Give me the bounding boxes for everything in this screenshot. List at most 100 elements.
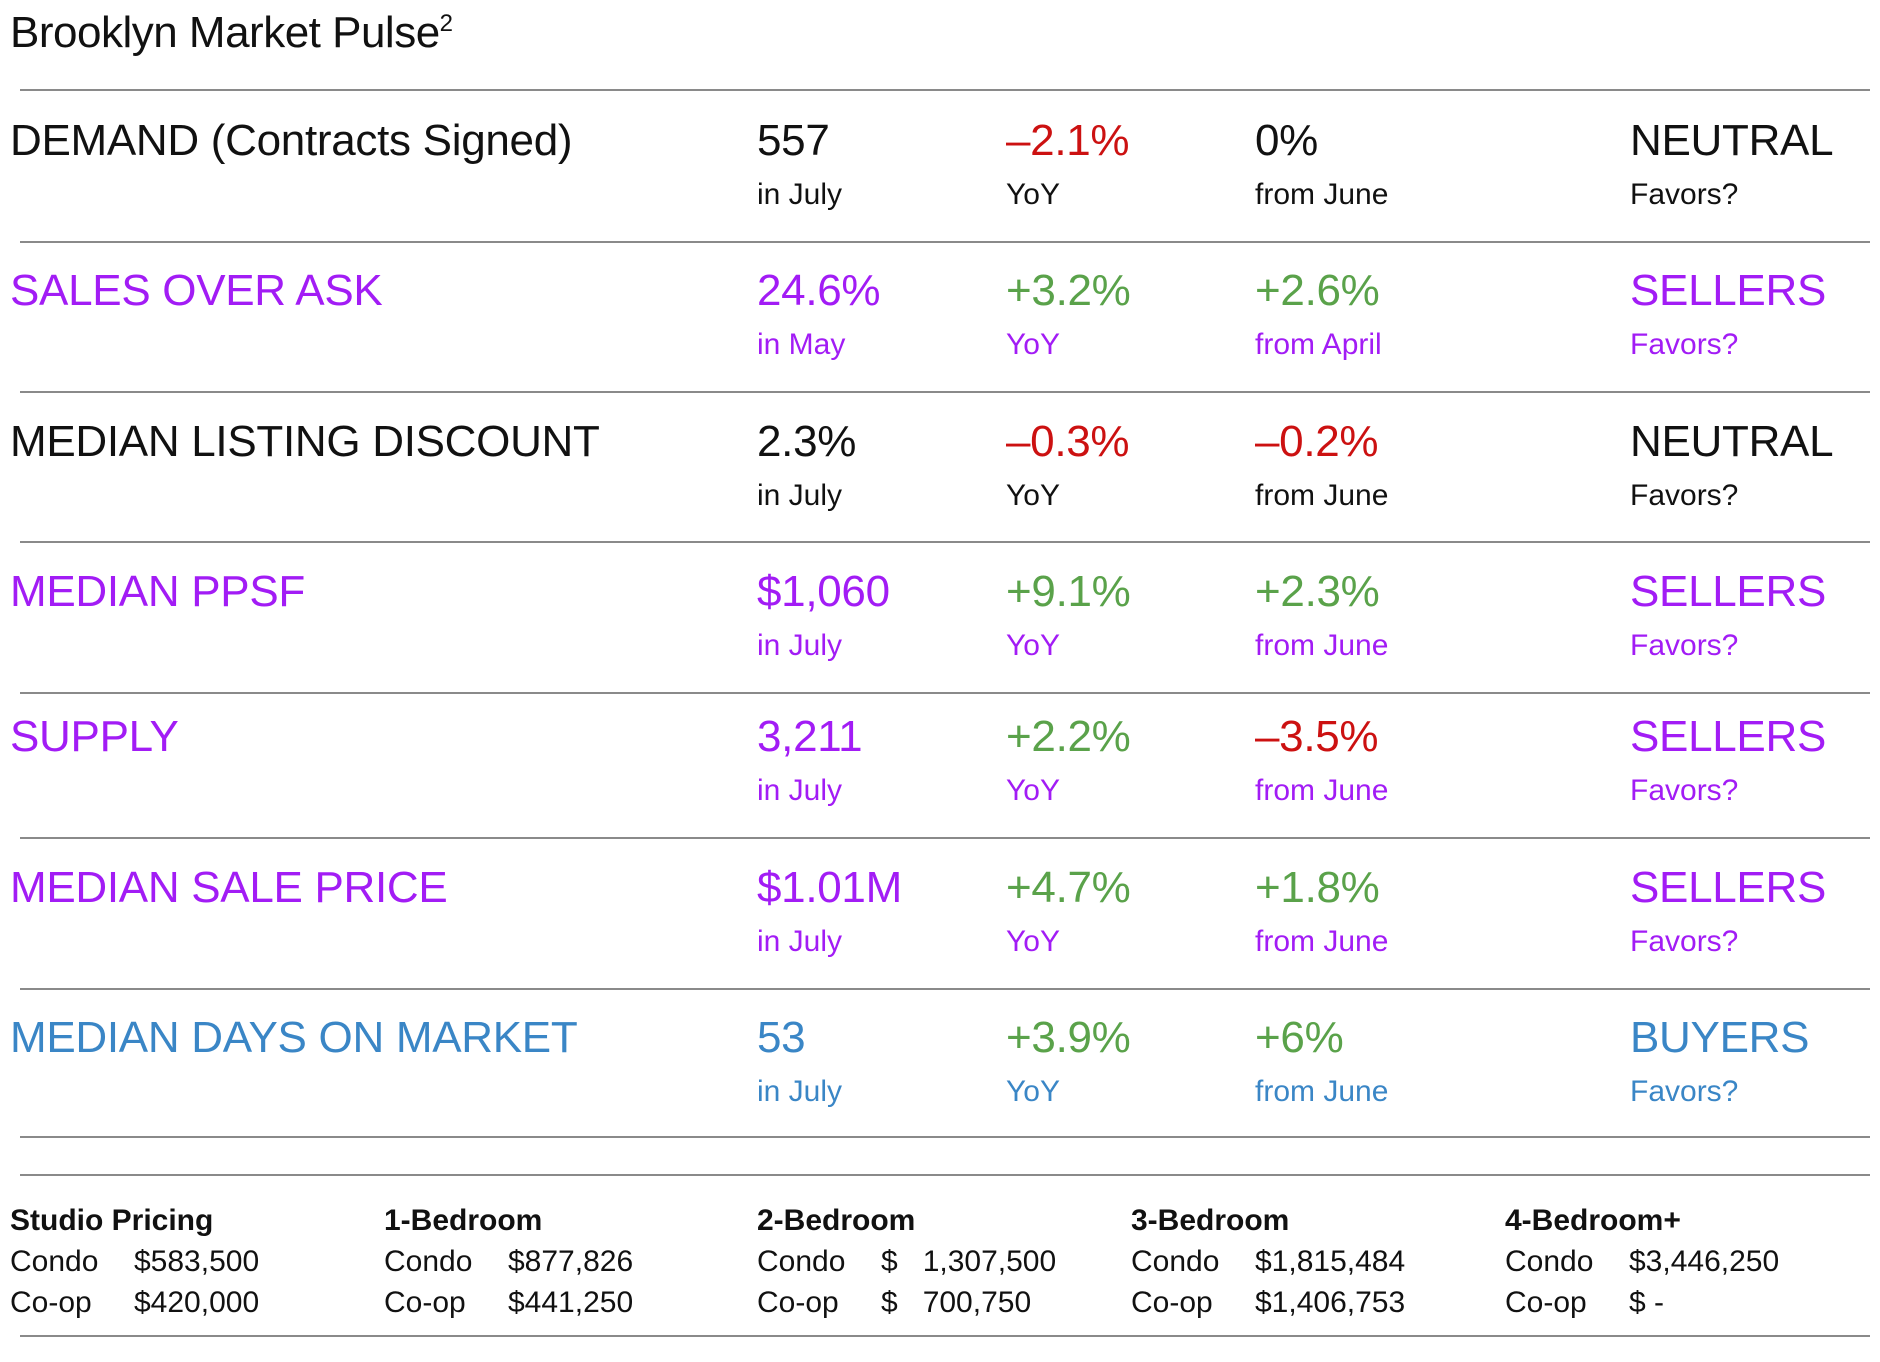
condo-price: $3,446,250	[1629, 1245, 1780, 1278]
condo-label: Condo	[757, 1245, 846, 1278]
metric-favors-value: BUYERS	[1630, 1013, 1810, 1062]
metric-change: +1.8% from June	[1255, 863, 1388, 959]
metric-change-value: +2.3%	[1255, 567, 1380, 616]
metric-row: DEMAND (Contracts Signed) 557 in July –2.1%…	[0, 98, 1880, 248]
metric-favors: NEUTRAL Favors?	[1630, 417, 1834, 513]
bedroom-pricing-column: 1-Bedroom Condo $877,826 Co-op $441,250	[384, 1200, 633, 1323]
metric-favors-label: Favors?	[1630, 925, 1739, 958]
condo-label: Condo	[1131, 1245, 1220, 1278]
metric-yoy-label: YoY	[1006, 479, 1060, 512]
metric-favors: SELLERS Favors?	[1630, 266, 1826, 362]
metric-yoy-label: YoY	[1006, 774, 1060, 807]
metric-favors-label: Favors?	[1630, 629, 1739, 662]
divider-line	[20, 692, 1870, 694]
condo-price-line: Condo $877,826	[384, 1241, 633, 1282]
coop-price-line: Co-op $ -	[1505, 1282, 1779, 1323]
condo-price-line: Condo $583,500	[10, 1241, 259, 1282]
divider-line	[20, 391, 1870, 393]
metric-favors-value: NEUTRAL	[1630, 116, 1834, 165]
coop-label: Co-op	[757, 1286, 839, 1319]
coop-price: $441,250	[508, 1286, 634, 1319]
metric-current-value: $1.01M	[757, 863, 902, 912]
metric-current-label: in July	[757, 178, 843, 211]
metric-change-value: +6%	[1255, 1013, 1344, 1062]
metric-current-value: 3,211	[757, 712, 863, 761]
metric-yoy-value: +4.7%	[1006, 863, 1131, 912]
metric-yoy-label: YoY	[1006, 178, 1060, 211]
bedroom-heading: Studio Pricing	[10, 1204, 214, 1237]
coop-price: $ 700,750	[881, 1286, 1032, 1319]
metric-yoy: +3.2% YoY	[1006, 266, 1131, 362]
coop-label: Co-op	[1131, 1286, 1213, 1319]
metric-change-label: from June	[1255, 774, 1389, 807]
metric-change: +2.3% from June	[1255, 567, 1388, 663]
coop-price: $420,000	[134, 1286, 260, 1319]
metric-favors: SELLERS Favors?	[1630, 567, 1826, 663]
metric-change-label: from June	[1255, 178, 1389, 211]
metric-current-value: 2.3%	[757, 417, 857, 466]
divider-line	[20, 241, 1870, 243]
metric-name: MEDIAN LISTING DISCOUNT	[10, 417, 600, 466]
condo-price: $ 1,307,500	[881, 1245, 1057, 1278]
metric-favors: NEUTRAL Favors?	[1630, 116, 1834, 212]
bedroom-pricing-column: 3-Bedroom Condo $1,815,484 Co-op $1,406,753	[1131, 1200, 1405, 1323]
coop-label: Co-op	[10, 1286, 92, 1319]
condo-price: $877,826	[508, 1245, 634, 1278]
metric-favors-value: SELLERS	[1630, 863, 1827, 912]
metric-change-value: 0%	[1255, 116, 1318, 165]
page-title: Brooklyn Market Pulse2	[10, 8, 453, 58]
metric-change-value: –3.5%	[1255, 712, 1379, 761]
bedroom-heading: 1-Bedroom	[384, 1204, 543, 1237]
coop-label: Co-op	[384, 1286, 466, 1319]
coop-label: Co-op	[1505, 1286, 1587, 1319]
metric-favors: BUYERS Favors?	[1630, 1013, 1809, 1109]
metric-current-label: in July	[757, 774, 843, 807]
condo-label: Condo	[10, 1245, 99, 1278]
metric-current-value: 557	[757, 116, 830, 165]
metric-yoy-value: +3.2%	[1006, 266, 1131, 315]
bedroom-heading: 2-Bedroom	[757, 1204, 916, 1237]
metric-yoy: +4.7% YoY	[1006, 863, 1131, 959]
metric-row: SALES OVER ASK 24.6% in May +3.2% YoY +2.6% fr…	[0, 248, 1880, 398]
metric-favors: SELLERS Favors?	[1630, 863, 1826, 959]
metric-change-label: from June	[1255, 1075, 1389, 1108]
metric-favors-label: Favors?	[1630, 178, 1739, 211]
metric-row: MEDIAN PPSF $1,060 in July +9.1% YoY +2.3% fro…	[0, 549, 1880, 699]
bedroom-pricing-column: 4-Bedroom+ Condo $3,446,250 Co-op $ -	[1505, 1200, 1779, 1323]
metric-yoy-value: +9.1%	[1006, 567, 1131, 616]
metric-current: $1.01M in July	[757, 863, 902, 959]
divider-line	[20, 89, 1870, 91]
condo-price: $1,815,484	[1255, 1245, 1406, 1278]
metric-current: $1,060 in July	[757, 567, 890, 663]
metric-change: +2.6% from April	[1255, 266, 1382, 362]
metric-row: MEDIAN SALE PRICE $1.01M in July +4.7% YoY +1…	[0, 845, 1880, 995]
metric-name: DEMAND (Contracts Signed)	[10, 116, 573, 165]
metric-change-value: +1.8%	[1255, 863, 1380, 912]
metric-favors: SELLERS Favors?	[1630, 712, 1826, 808]
divider-line	[20, 988, 1870, 990]
bedroom-heading: 4-Bedroom+	[1505, 1204, 1681, 1237]
bedroom-pricing-column: 2-Bedroom Condo $ 1,307,500 Co-op $ 700,750	[757, 1200, 1056, 1323]
condo-price-line: Condo $3,446,250	[1505, 1241, 1779, 1282]
metric-current: 24.6% in May	[757, 266, 881, 362]
metric-name: SALES OVER ASK	[10, 266, 383, 315]
metric-row: MEDIAN LISTING DISCOUNT 2.3% in July –0.3% Y…	[0, 399, 1880, 549]
condo-price-line: Condo $1,815,484	[1131, 1241, 1405, 1282]
metric-yoy-label: YoY	[1006, 925, 1060, 958]
metric-name: MEDIAN PPSF	[10, 567, 305, 616]
metric-yoy: +9.1% YoY	[1006, 567, 1131, 663]
title-footnote-marker: 2	[439, 10, 453, 37]
metric-yoy-label: YoY	[1006, 328, 1060, 361]
condo-price-line: Condo $ 1,307,500	[757, 1241, 1056, 1282]
metric-change: –3.5% from June	[1255, 712, 1388, 808]
metric-change-label: from June	[1255, 479, 1389, 512]
coop-price-line: Co-op $420,000	[10, 1282, 259, 1323]
divider-line	[20, 541, 1870, 543]
metric-row: MEDIAN DAYS ON MARKET 53 in July +3.9% YoY +6…	[0, 995, 1880, 1145]
metric-yoy: –0.3% YoY	[1006, 417, 1130, 513]
metric-current: 3,211 in July	[757, 712, 863, 808]
metric-name: MEDIAN DAYS ON MARKET	[10, 1013, 578, 1062]
metric-favors-value: NEUTRAL	[1630, 417, 1834, 466]
metric-favors-label: Favors?	[1630, 328, 1739, 361]
metric-change-value: –0.2%	[1255, 417, 1379, 466]
